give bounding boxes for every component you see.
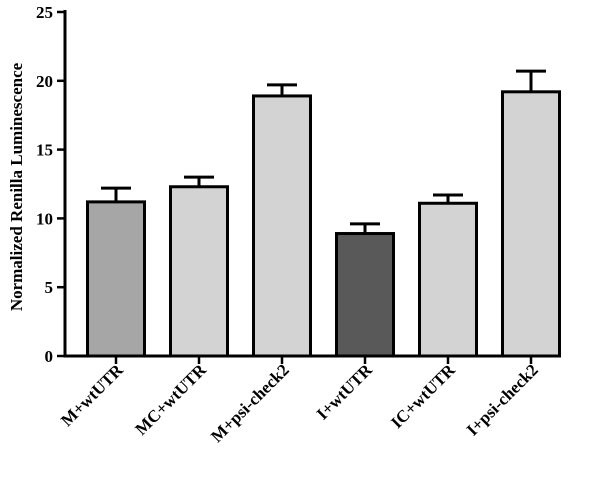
x-tick-label: M+wtUTR [57, 360, 127, 430]
x-tick-label: M+psi-check2 [207, 360, 293, 446]
y-tick-label: 15 [36, 141, 53, 160]
bar [503, 92, 560, 356]
y-tick-label: 10 [36, 209, 53, 228]
bar [254, 96, 311, 356]
bar [88, 202, 145, 356]
x-tick-label: I+wtUTR [313, 360, 377, 424]
y-tick-label: 20 [36, 72, 53, 91]
bars-layer [88, 71, 560, 356]
bar [171, 187, 228, 356]
y-tick-label: 25 [36, 3, 53, 22]
y-axis-label: Normalized Renilla Luminescence [7, 62, 26, 311]
y-tick-label: 5 [45, 278, 54, 297]
x-tick-label: MC+wtUTR [131, 360, 210, 439]
x-tick-label: I+psi-check2 [463, 360, 542, 439]
x-tick-label: IC+wtUTR [387, 360, 459, 432]
bar [420, 203, 477, 356]
y-tick-label: 0 [45, 347, 54, 366]
bar [337, 234, 394, 356]
